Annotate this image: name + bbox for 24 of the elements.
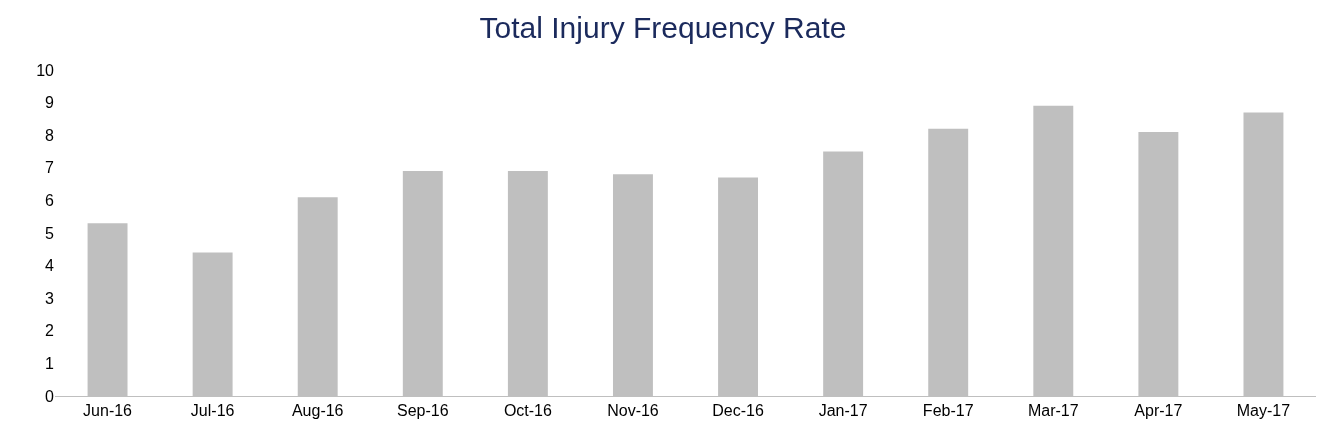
y-tick-label: 4 (45, 257, 55, 275)
x-tick-label: Mar-17 (1027, 402, 1079, 420)
x-tick-label: Nov-16 (607, 402, 659, 420)
x-tick-label: Apr-17 (1134, 402, 1183, 420)
y-tick-label: 3 (45, 289, 55, 307)
y-tick-label: 10 (36, 61, 55, 79)
y-tick-label: 2 (45, 322, 55, 340)
y-tick-label: 6 (45, 192, 55, 209)
x-tick-label: Sep-16 (396, 402, 449, 420)
y-tick-label: 1 (45, 355, 55, 372)
chart-title: Total Injury Frequency Rate (479, 11, 847, 45)
x-tick-label: Oct-16 (503, 402, 552, 420)
y-tick-label: 7 (45, 159, 55, 177)
x-tick-label: Aug-16 (291, 402, 344, 420)
x-tick-label: Jul-16 (190, 402, 235, 420)
x-tick-label: Dec-16 (712, 402, 764, 420)
x-tick-label: Jun-16 (83, 402, 133, 420)
y-tick-label: 0 (45, 387, 55, 405)
x-tick-label: May-17 (1236, 402, 1291, 420)
y-tick-label: 9 (45, 94, 55, 112)
y-tick-label: 8 (45, 126, 55, 144)
x-tick-label: Feb-17 (922, 402, 974, 420)
x-tick-label: Jan-17 (818, 402, 868, 420)
y-tick-label: 5 (45, 224, 55, 242)
